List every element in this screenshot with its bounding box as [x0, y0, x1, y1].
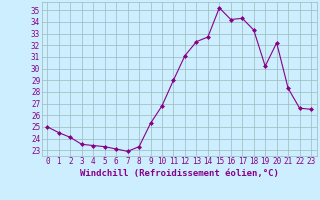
X-axis label: Windchill (Refroidissement éolien,°C): Windchill (Refroidissement éolien,°C): [80, 169, 279, 178]
